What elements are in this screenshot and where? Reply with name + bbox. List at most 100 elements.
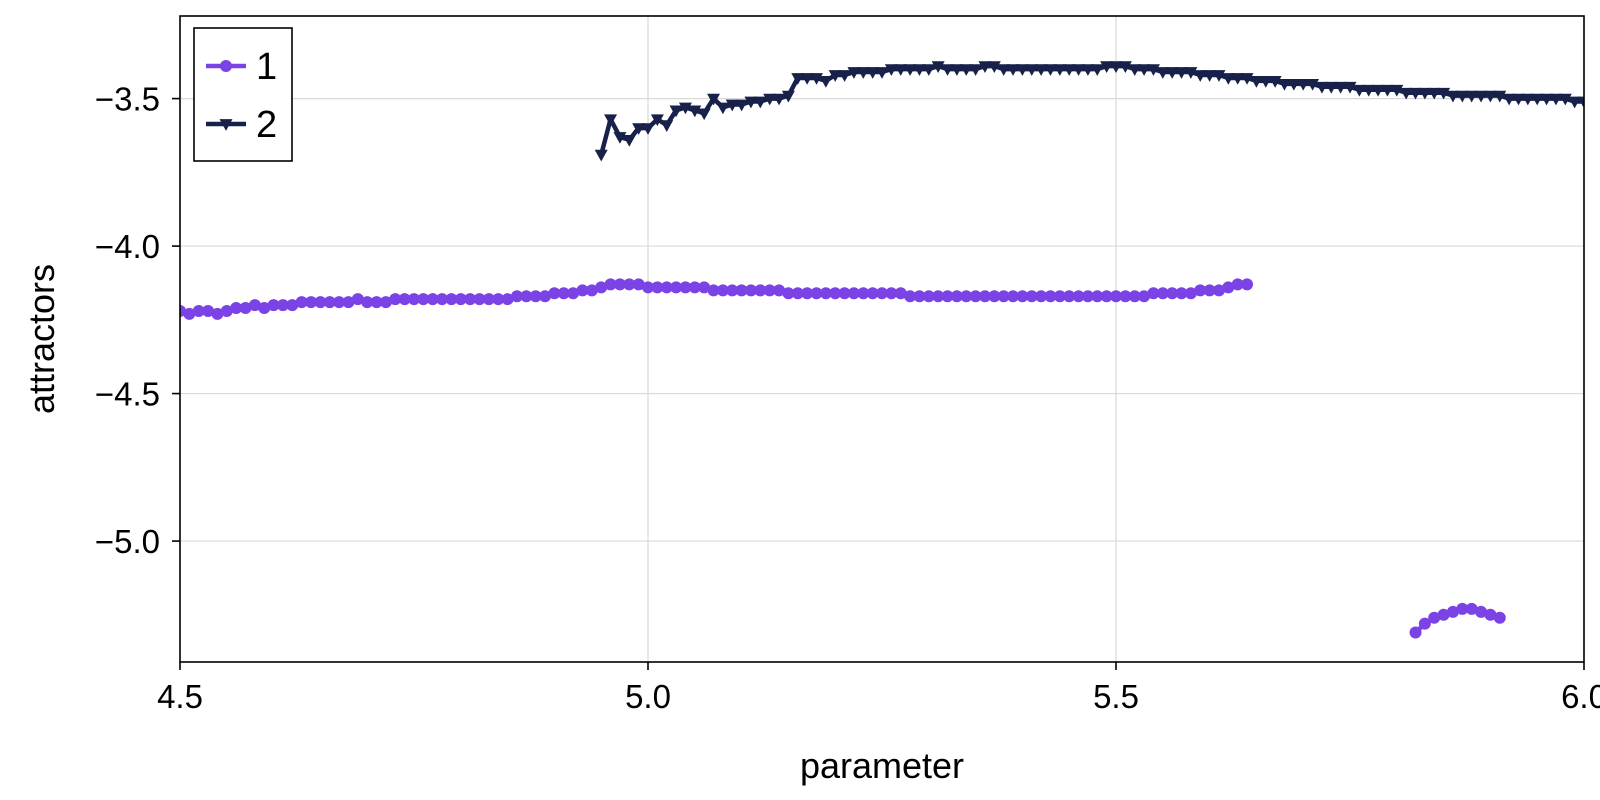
data-point [454,293,467,306]
data-point [1146,64,1160,76]
data-point [1315,81,1329,94]
data-point [707,93,721,106]
data-point [1399,87,1413,100]
data-point [1428,611,1441,624]
data-point [997,290,1010,303]
data-layer [180,61,1584,639]
data-point [398,293,411,306]
data-point [1221,73,1235,85]
data-point [1455,90,1469,103]
data-point [1043,64,1057,76]
data-point [1474,90,1488,103]
data-point [595,281,608,294]
data-point [1193,70,1207,82]
data-point [220,304,233,317]
data-point [950,290,963,303]
data-point [810,287,823,300]
data-point [697,108,711,121]
data-point [838,70,852,82]
data-point [876,287,888,300]
x-axis-label: parameter [800,745,964,786]
data-point [679,281,692,294]
data-point [894,64,908,76]
data-point [1530,93,1544,106]
data-point [959,64,973,76]
legend-box [193,27,293,162]
data-point [604,278,617,291]
data-point [408,293,420,306]
data-point [1053,64,1067,76]
data-point [1156,67,1170,79]
data-point [1446,605,1459,618]
data-point [361,296,374,309]
data-point [669,105,683,118]
data-point [791,73,805,85]
data-point [1493,90,1507,103]
data-point [744,284,757,297]
data-point [501,293,514,306]
data-point [698,281,711,294]
data-point [1165,67,1179,79]
legend-item-2: 2 [206,104,277,146]
data-point [613,132,627,144]
data-point [885,287,898,300]
data-point [1128,290,1141,303]
data-point [1483,90,1497,103]
data-point [1277,78,1291,91]
data-point [847,67,861,79]
data-point [622,135,636,147]
data-point [1166,287,1179,300]
data-point [1465,90,1479,103]
data-point [866,287,879,300]
data-point [651,281,664,294]
data-point [894,287,907,300]
data-point [791,287,804,300]
data-point [641,123,655,135]
data-point [1296,78,1310,91]
data-point [220,60,232,72]
data-point [1007,290,1020,303]
data-point [192,304,205,317]
data-point [782,287,795,300]
data-point [1175,287,1188,300]
data-point [1362,84,1376,97]
data-point [1025,64,1039,76]
data-point [856,67,870,79]
data-point [912,64,926,76]
data-point [997,64,1011,76]
data-point [323,296,336,309]
data-point [1081,290,1094,303]
data-point [230,302,243,315]
data-point [1119,290,1132,303]
data-point [642,281,654,294]
data-point [342,296,355,309]
data-point [922,64,936,76]
data-point [623,278,636,291]
data-point [1034,64,1048,76]
y-axis: −3.5 −4.0 −4.5 −5.0 [95,81,180,560]
data-point [219,119,233,131]
data-point [960,290,973,303]
data-point [1175,67,1189,79]
data-point [829,287,842,300]
data-point [604,114,618,127]
data-point [1268,76,1282,88]
data-point [716,102,730,115]
data-point [183,307,196,320]
data-point [1540,93,1554,106]
data-point [1521,93,1535,106]
data-point [1203,70,1217,82]
data-point [1511,93,1525,106]
data-point [1062,64,1076,76]
data-point [660,281,673,294]
data-point [1306,78,1320,91]
data-point [1006,64,1020,76]
data-point [1212,70,1226,82]
data-point [389,293,402,306]
data-point [417,293,430,306]
data-point [1231,73,1245,85]
data-point [1334,81,1348,94]
data-point [1437,87,1451,100]
data-point [1091,290,1104,303]
